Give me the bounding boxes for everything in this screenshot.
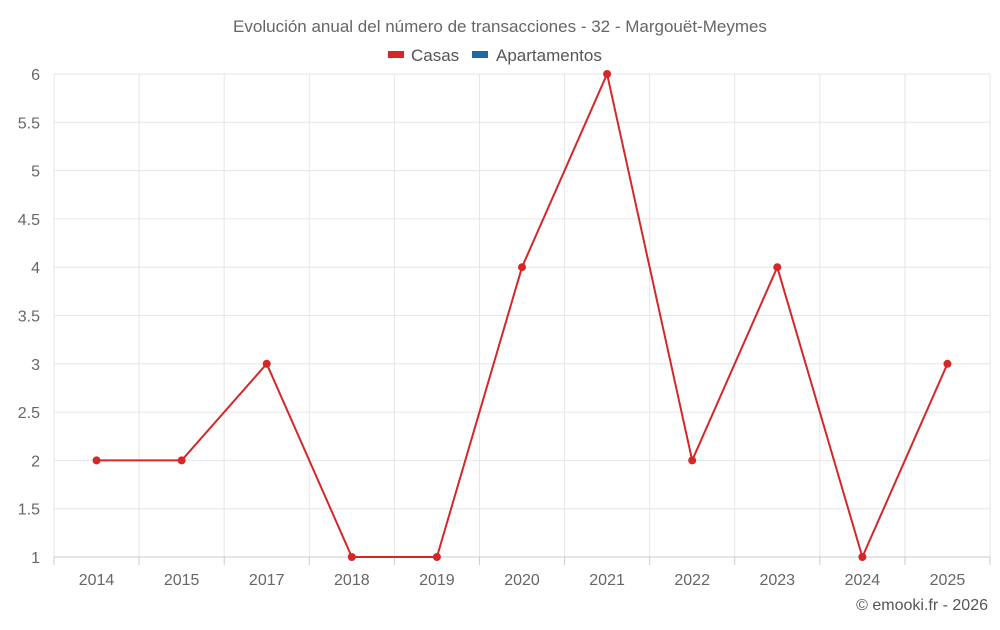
data-point[interactable]: [518, 263, 526, 272]
y-tick-label: 2: [31, 453, 40, 470]
data-point[interactable]: [943, 359, 952, 368]
y-tick-label: 5: [31, 164, 40, 181]
data-point[interactable]: [92, 456, 101, 465]
y-tick-label: 6: [31, 67, 40, 84]
data-point[interactable]: [347, 553, 356, 561]
y-tick-label: 5.5: [18, 115, 40, 132]
y-tick-label: 1.5: [18, 502, 40, 519]
legend-swatch-casas: [388, 51, 404, 58]
legend-swatch-apartamentos: [472, 51, 488, 58]
y-tick-label: 2.5: [18, 405, 40, 422]
x-tick-label: 2017: [249, 572, 285, 589]
legend-item-apartamentos[interactable]: Apartamentos: [472, 46, 602, 65]
y-tick-label: 4: [31, 260, 40, 277]
y-tick-label: 4.5: [18, 212, 40, 229]
y-tick-label: 3.5: [18, 309, 40, 326]
x-tick-label: 2021: [589, 572, 625, 589]
x-tick-label: 2025: [930, 572, 966, 589]
x-tick-label: 2022: [674, 572, 710, 589]
grid: [53, 73, 991, 558]
data-point[interactable]: [177, 456, 186, 465]
data-point[interactable]: [773, 263, 782, 272]
data-point[interactable]: [262, 359, 271, 368]
chart-title: Evolución anual del número de transaccio…: [233, 17, 767, 36]
credit-text: © emooki.fr - 2026: [856, 597, 988, 614]
x-tick-label: 2024: [845, 572, 881, 589]
data-point[interactable]: [432, 553, 441, 561]
data-point[interactable]: [603, 70, 612, 78]
x-tick-label: 2014: [79, 572, 115, 589]
series: [92, 70, 952, 561]
x-tick-label: 2019: [419, 572, 455, 589]
data-point[interactable]: [688, 456, 697, 465]
legend: Casas Apartamentos: [388, 46, 602, 65]
legend-label-apartamentos: Apartamentos: [496, 46, 602, 65]
x-tick-label: 2015: [164, 572, 200, 589]
legend-item-casas[interactable]: Casas: [388, 46, 459, 65]
x-tick-label: 2023: [759, 572, 795, 589]
legend-label-casas: Casas: [411, 46, 459, 65]
x-tick-label: 2018: [334, 572, 370, 589]
axes: 1 1.5 2 2.5 3 3.5 4 4.5 5 5.5 6 2014 2015 2017 2018 201…: [18, 67, 991, 589]
y-tick-label: 3: [31, 357, 40, 374]
data-point[interactable]: [858, 553, 867, 561]
y-tick-label: 1: [31, 550, 40, 567]
x-tick-label: 2020: [504, 572, 540, 589]
